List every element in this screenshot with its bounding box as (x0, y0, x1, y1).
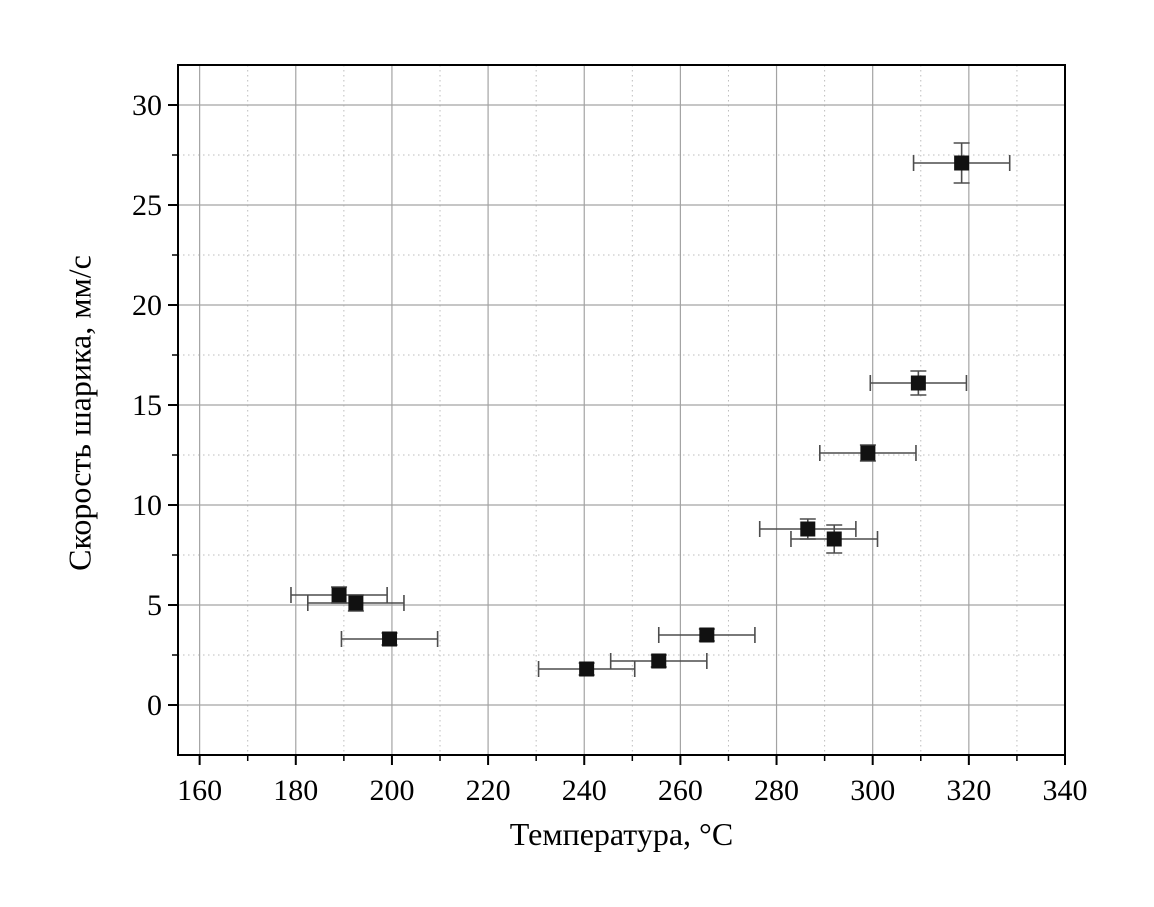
y-tick-label: 5 (147, 589, 162, 622)
data-point (954, 155, 970, 171)
plot-frame (177, 64, 1066, 756)
y-tick-label: 15 (132, 389, 162, 422)
x-tick-label: 220 (466, 774, 511, 807)
data-point (800, 521, 816, 537)
x-axis-title: Температура, °C (509, 816, 734, 852)
y-tick-label: 0 (147, 689, 162, 722)
x-tick-label: 180 (273, 774, 318, 807)
data-point (699, 627, 715, 643)
y-axis-title: Скорость шарика, мм/с (61, 255, 98, 571)
data-point (860, 445, 876, 461)
data-point (348, 595, 364, 611)
y-tick-label: 25 (132, 189, 162, 222)
data-point (331, 587, 347, 603)
data-point (910, 375, 926, 391)
data-point (382, 631, 398, 647)
x-tick-label: 160 (177, 774, 222, 807)
x-tick-label: 320 (946, 774, 991, 807)
y-tick-label: 30 (132, 89, 162, 122)
data-point (826, 531, 842, 547)
y-tick-label: 10 (132, 489, 162, 522)
x-tick-label: 240 (562, 774, 607, 807)
x-tick-label: 280 (754, 774, 799, 807)
y-tick-label: 20 (132, 289, 162, 322)
x-tick-label: 340 (1043, 774, 1088, 807)
data-point (651, 653, 667, 669)
x-tick-label: 260 (658, 774, 703, 807)
data-point (579, 661, 595, 677)
x-tick-label: 200 (369, 774, 414, 807)
x-tick-label: 300 (850, 774, 895, 807)
